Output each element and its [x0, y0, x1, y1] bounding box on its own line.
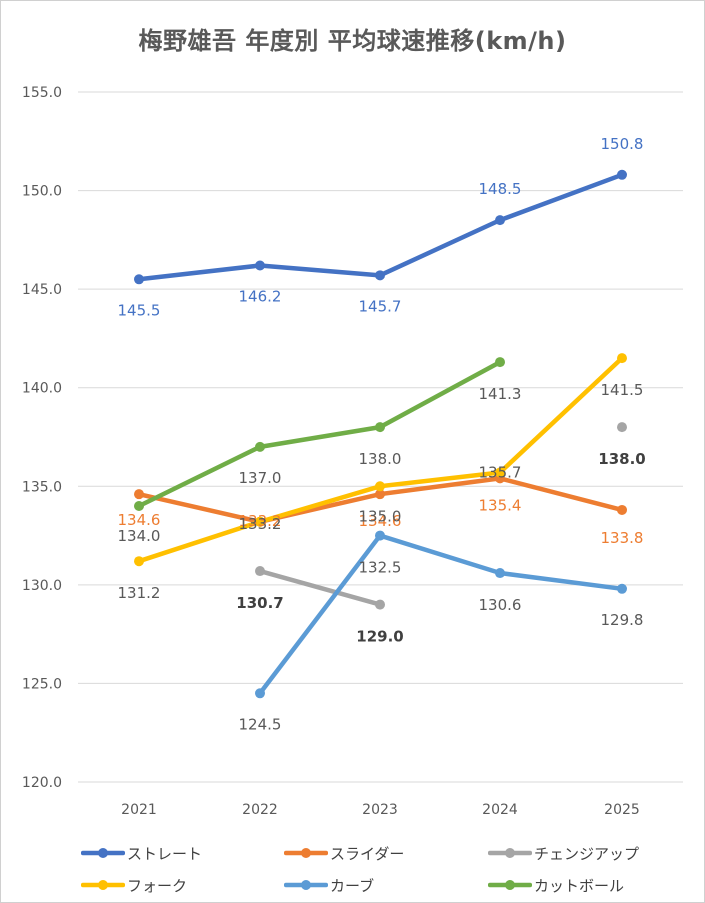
data-label: 150.8: [601, 135, 644, 153]
x-tick-label: 2024: [482, 802, 518, 818]
legend-swatch: [488, 880, 532, 890]
data-point: [495, 467, 505, 478]
data-label: 145.5: [118, 301, 161, 319]
data-label: 129.8: [601, 611, 644, 629]
legend-item: ストレート: [81, 843, 202, 863]
y-tick-label: 125.0: [22, 676, 62, 692]
data-label: 141.5: [601, 381, 644, 399]
data-label: 135.4: [479, 496, 522, 514]
y-tick-label: 145.0: [22, 282, 62, 298]
legend-item: カットボール: [488, 875, 624, 895]
data-point: [255, 688, 265, 699]
data-label: 134.6: [118, 511, 161, 529]
data-point: [134, 556, 144, 567]
legend-label: フォーク: [127, 876, 188, 895]
data-label: 138.0: [598, 450, 645, 468]
data-label: 138.0: [359, 450, 402, 468]
y-tick-label: 130.0: [22, 578, 62, 594]
data-point: [134, 501, 144, 511]
data-point: [255, 260, 265, 271]
data-label: 141.3: [479, 385, 522, 403]
y-tick-label: 150.0: [22, 184, 62, 200]
legend-label: スライダー: [330, 844, 405, 863]
data-label: 134.6: [359, 512, 402, 530]
data-point: [255, 566, 265, 577]
data-label: 133.2: [239, 515, 282, 533]
data-label: 135.0: [359, 507, 402, 525]
data-point: [617, 504, 627, 515]
data-point: [134, 274, 144, 285]
data-point: [617, 169, 627, 180]
data-label: 124.5: [239, 715, 282, 733]
data-label: 134.0: [118, 527, 161, 545]
series-line: [260, 427, 622, 604]
data-label: 146.2: [239, 287, 282, 305]
data-point: [375, 489, 385, 500]
legend-swatch: [488, 848, 532, 858]
legend-item: チェンジアップ: [488, 843, 639, 863]
data-label: 135.7: [479, 463, 522, 481]
data-point: [375, 530, 385, 541]
data-point: [617, 353, 627, 364]
data-point: [495, 357, 505, 368]
legend-label: カットボール: [534, 876, 625, 895]
series-line: [136, 359, 503, 509]
y-tick-label: 120.0: [22, 775, 62, 791]
data-point: [375, 481, 385, 492]
data-label: 130.7: [236, 594, 283, 612]
chart-title: 梅野雄吾 年度別 平均球速推移(km/h): [138, 27, 567, 55]
data-point: [255, 516, 265, 527]
data-point: [375, 599, 385, 610]
legend-swatch: [284, 880, 328, 890]
data-label: 148.5: [479, 180, 522, 198]
data-point: [375, 270, 385, 281]
x-tick-label: 2025: [604, 802, 640, 818]
data-label: 131.2: [118, 584, 161, 602]
series-line: [257, 533, 625, 696]
legend-swatch: [81, 848, 125, 858]
x-tick-label: 2022: [242, 802, 278, 818]
y-tick-label: 155.0: [22, 85, 62, 101]
data-label: 132.5: [359, 559, 402, 577]
legend-item: カーブ: [284, 875, 374, 895]
legend-item: スライダー: [284, 843, 404, 863]
data-label: 145.7: [359, 297, 402, 315]
legend-swatch: [81, 880, 125, 890]
x-tick-label: 2021: [121, 802, 157, 818]
data-point: [617, 422, 627, 433]
legend-label: チェンジアップ: [534, 844, 640, 863]
data-point: [495, 215, 505, 226]
data-point: [617, 583, 627, 594]
y-tick-label: 135.0: [22, 479, 62, 495]
data-label: 129.0: [356, 628, 403, 646]
data-point: [134, 489, 144, 500]
data-point: [375, 422, 385, 433]
y-tick-label: 140.0: [22, 381, 62, 397]
data-point: [495, 568, 505, 579]
legend-swatch: [284, 848, 328, 858]
legend-label: カーブ: [330, 876, 375, 895]
data-label: 133.8: [601, 529, 644, 547]
legend-label: ストレート: [127, 844, 203, 863]
data-label: 133.2: [239, 512, 282, 530]
data-point: [255, 441, 265, 452]
data-label: 130.6: [479, 596, 522, 614]
data-label: 137.0: [239, 469, 282, 487]
legend-item: フォーク: [81, 875, 187, 895]
x-tick-label: 2023: [362, 802, 398, 818]
